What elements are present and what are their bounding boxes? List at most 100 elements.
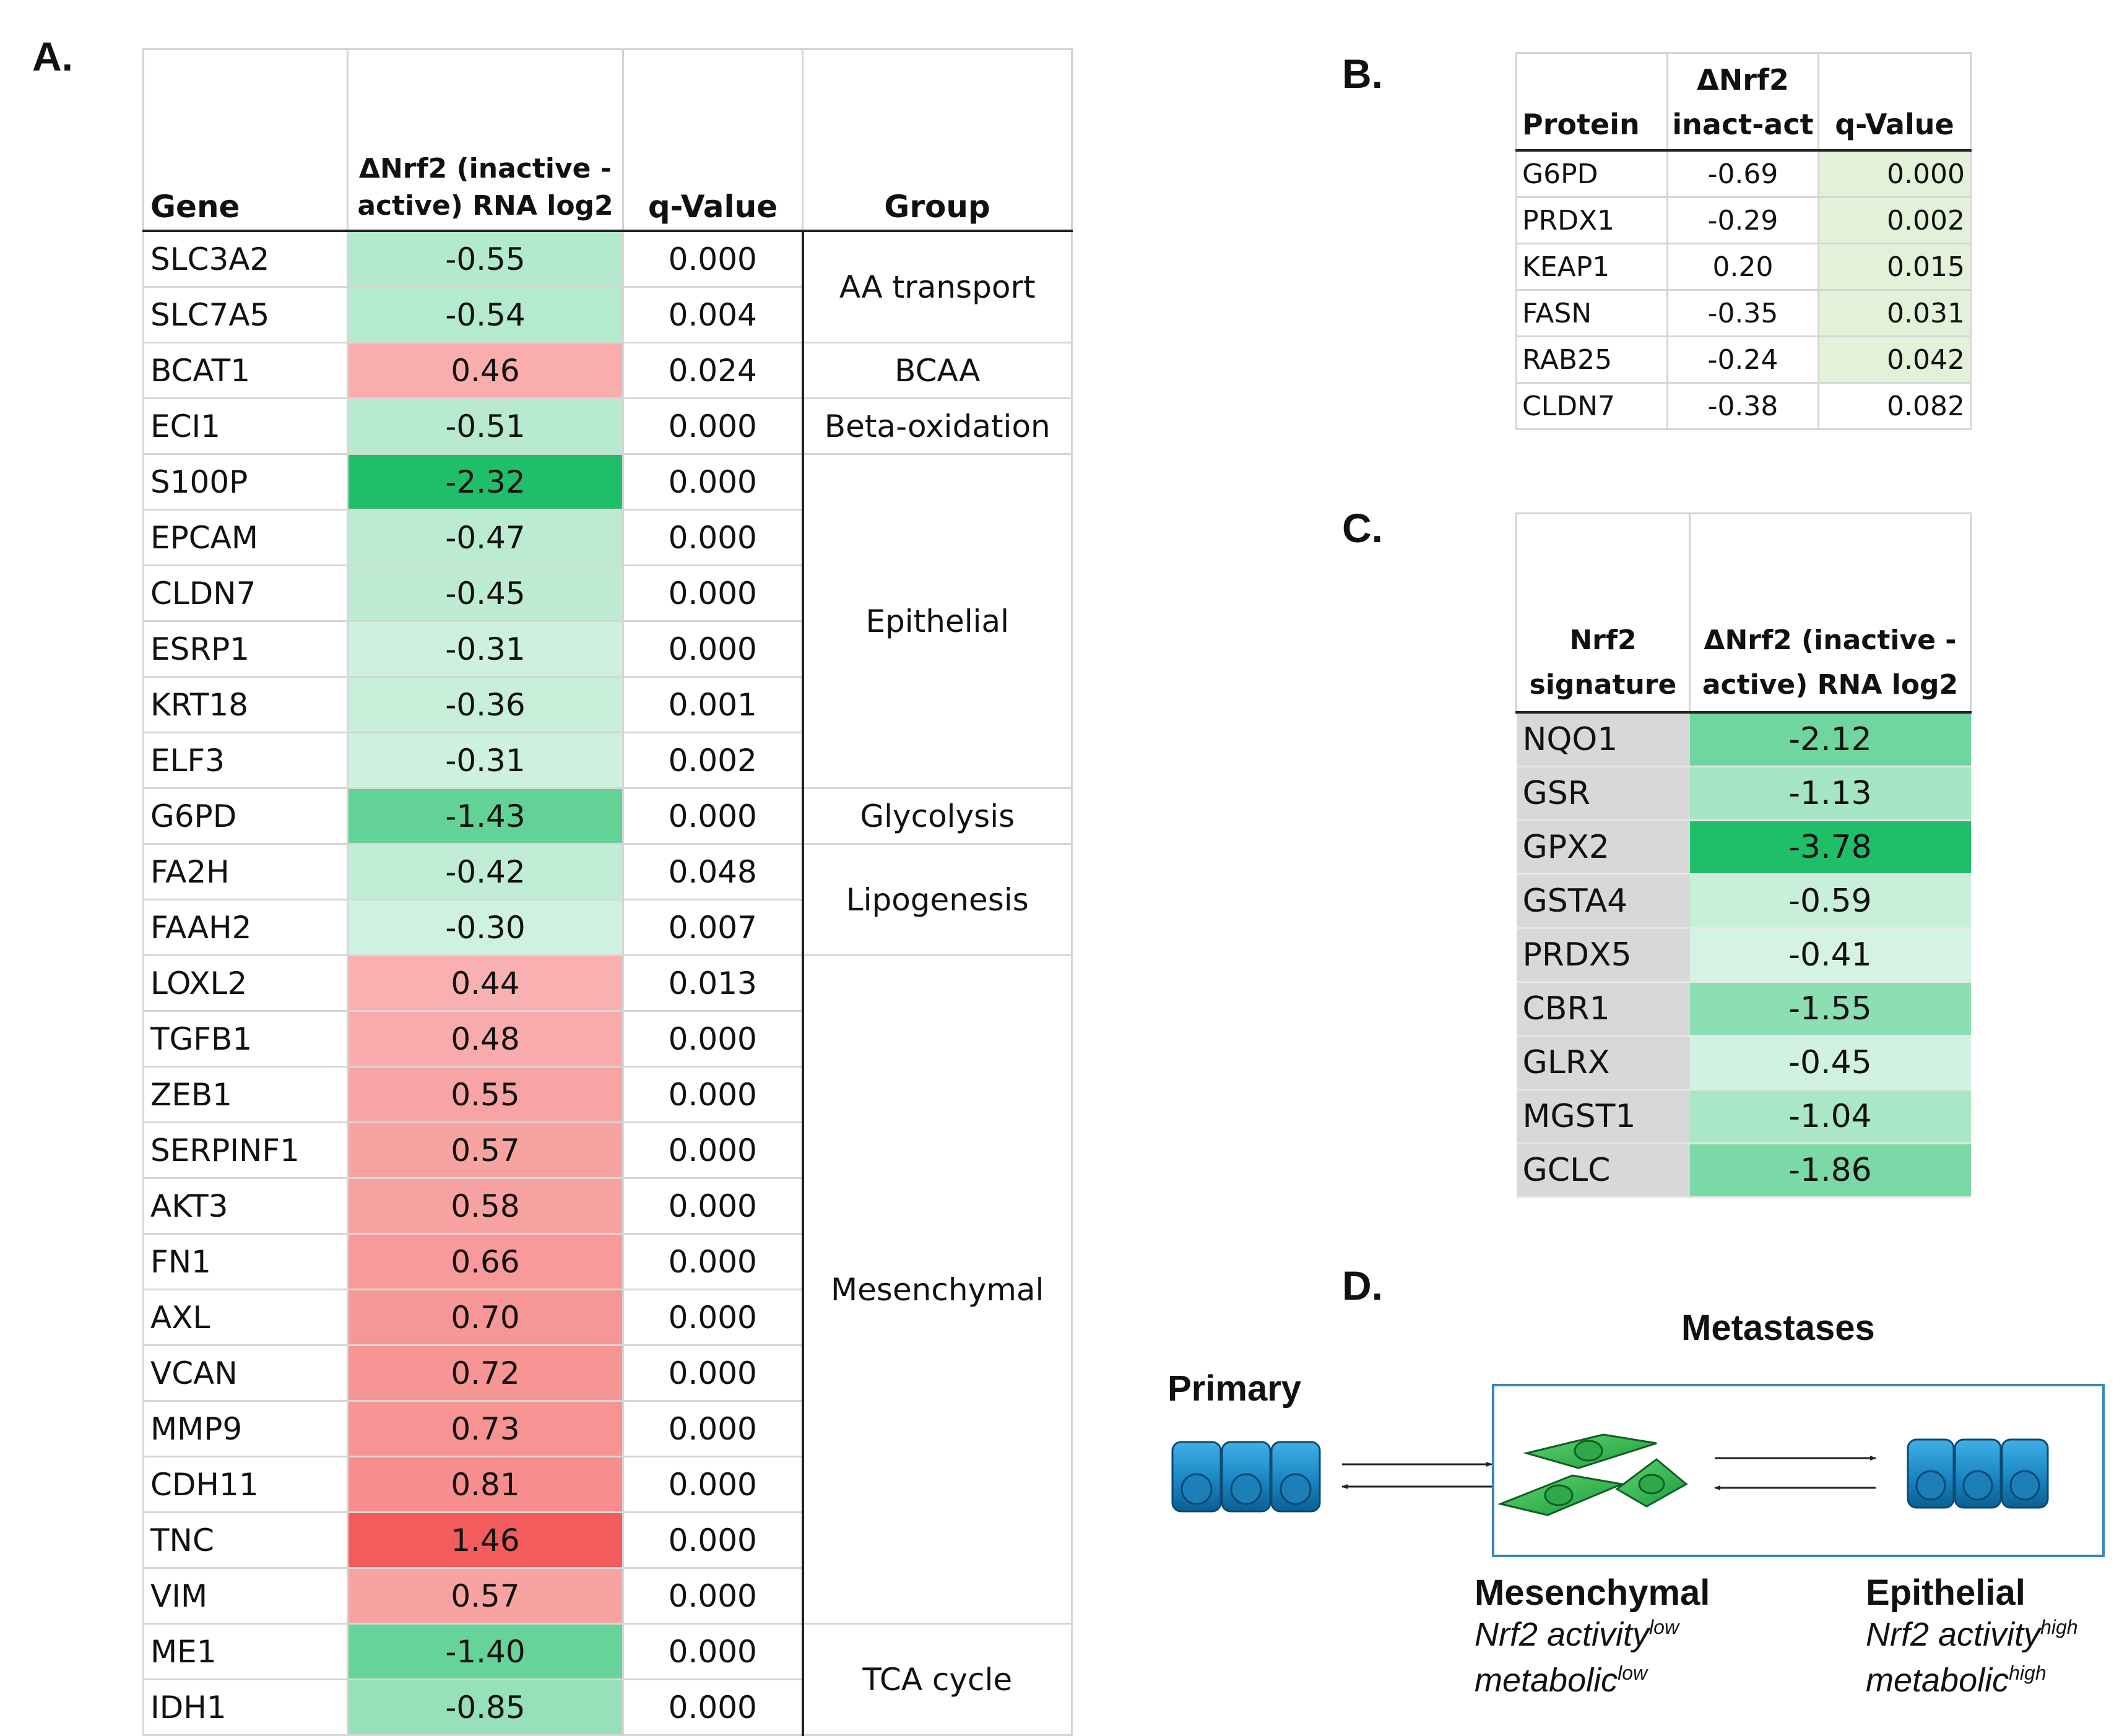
gene-cell: ELF3 <box>142 732 349 789</box>
qvalue-cell: 0.000 <box>622 1678 804 1736</box>
protein-cell: PRDX1 <box>1515 196 1668 244</box>
group-cell: Glycolysis <box>801 787 1073 845</box>
qvalue-cell: 0.000 <box>622 230 804 288</box>
delta-rna-cell: -0.47 <box>347 509 624 566</box>
delta-rna-cell: 0.58 <box>347 1177 624 1235</box>
header-nrf2-signature-line2: signature <box>1529 669 1677 701</box>
qvalue-cell: 0.000 <box>622 564 804 622</box>
table-row: CLDN7 -0.38 0.082 <box>1515 382 1972 430</box>
header-delta-protein-line2: inact-act <box>1672 108 1814 141</box>
header-qvalue-protein: q-Value <box>1817 52 1972 152</box>
protein-cell: G6PD <box>1515 149 1668 198</box>
delta-rna-cell: -0.45 <box>347 564 624 622</box>
gene-cell: IDH1 <box>142 1678 349 1736</box>
table-row: VCAN 0.72 0.000 <box>142 1344 1072 1402</box>
delta-rna-cell: 0.57 <box>347 1121 624 1179</box>
mesenchymal-nrf2-text: Nrf2 activity <box>1475 1616 1650 1653</box>
protein-cell: FASN <box>1515 289 1668 337</box>
epithelial-cell-icon <box>1907 1438 1955 1509</box>
epithelial-cell-icon <box>1954 1438 2002 1509</box>
gene-cell: ECI1 <box>142 397 349 455</box>
gene-cell: LOXL2 <box>142 954 349 1012</box>
gene-cell: SERPINF1 <box>142 1121 349 1179</box>
table-a-header-row: Gene ΔNrf2 (inactive - active) RNA log2 … <box>142 48 1073 232</box>
delta-signature-cell: -1.55 <box>1689 982 1971 1037</box>
qvalue-cell: 0.000 <box>622 620 804 678</box>
gene-cell: FAAH2 <box>142 899 349 956</box>
qvalue-cell: 0.000 <box>622 1066 804 1123</box>
epithelial-title: Epithelial <box>1866 1573 2025 1613</box>
table-row: SERPINF1 0.57 0.000 <box>142 1121 1072 1179</box>
group-cell: TCA cycle <box>801 1623 1073 1736</box>
delta-rna-cell: 0.72 <box>347 1344 624 1402</box>
mesenchymal-nrf2-sup: low <box>1649 1616 1679 1638</box>
gene-cell: CDH11 <box>142 1456 349 1513</box>
qvalue-cell: 0.000 <box>622 1456 804 1513</box>
group-cell: Beta-oxidation <box>801 397 1073 455</box>
qvalue-cell: 0.007 <box>622 899 804 956</box>
qvalue-cell: 0.000 <box>622 1289 804 1346</box>
gene-cell: S100P <box>142 453 349 511</box>
signature-gene-cell: GPX2 <box>1516 820 1690 875</box>
table-row: CBR1 -1.55 <box>1516 982 1971 1037</box>
table-row: NQO1 -2.12 <box>1516 712 1971 767</box>
table-row: MMP9 0.73 0.000 <box>142 1400 1072 1457</box>
mesenchymal-nrf2-activity: Nrf2 activitylow <box>1475 1615 1679 1654</box>
delta-rna-cell: 0.73 <box>347 1400 624 1457</box>
protein-cell: RAB25 <box>1515 335 1668 384</box>
gene-cell: FN1 <box>142 1233 349 1290</box>
delta-rna-cell: -1.43 <box>347 787 624 845</box>
delta-protein-cell: -0.38 <box>1666 382 1819 430</box>
qvalue-cell: 0.024 <box>622 342 804 399</box>
qvalue-cell: 0.002 <box>1817 196 1972 244</box>
epithelial-metabolic-text: metabolic <box>1866 1662 2009 1699</box>
table-row: PRDX1 -0.29 0.002 <box>1515 196 1972 244</box>
table-row: GSR -1.13 <box>1516 766 1971 821</box>
delta-rna-cell: 0.48 <box>347 1010 624 1068</box>
table-row: G6PD -1.43 0.000 Glycolysis <box>142 787 1073 845</box>
table-row: MGST1 -1.04 <box>1516 1089 1971 1144</box>
signature-gene-cell: GLRX <box>1516 1035 1690 1090</box>
qvalue-cell: 0.000 <box>622 1511 804 1569</box>
protein-cell: CLDN7 <box>1515 382 1668 430</box>
table-row: FASN -0.35 0.031 <box>1515 289 1972 337</box>
qvalue-cell: 0.000 <box>622 1121 804 1179</box>
delta-protein-cell: -0.69 <box>1666 149 1819 198</box>
qvalue-cell: 0.001 <box>622 676 804 733</box>
header-delta-rna-line1: ΔNrf2 (inactive - <box>358 153 612 184</box>
delta-signature-cell: -1.04 <box>1689 1089 1971 1144</box>
qvalue-cell: 0.000 <box>622 1010 804 1068</box>
protein-table: Protein ΔNrf2 inact-act q-Value G6PD -0.6… <box>1515 52 1972 430</box>
delta-rna-cell: 0.44 <box>347 954 624 1012</box>
table-row: TGFB1 0.48 0.000 <box>142 1010 1072 1068</box>
delta-rna-cell: -0.36 <box>347 676 624 733</box>
table-row: AXL 0.70 0.000 <box>142 1289 1072 1346</box>
delta-rna-cell: -0.31 <box>347 620 624 678</box>
metastasis-epithelial-cells <box>1907 1438 2049 1509</box>
primary-epithelial-cells <box>1171 1441 1321 1513</box>
table-row: FA2H -0.42 0.048 Lipogenesis <box>142 843 1073 956</box>
qvalue-cell: 0.000 <box>622 1400 804 1457</box>
epithelial-cell-icon <box>1221 1441 1271 1513</box>
epithelial-cell-icon <box>1270 1441 1321 1513</box>
qvalue-cell: 0.082 <box>1817 382 1972 430</box>
delta-protein-cell: -0.24 <box>1666 335 1819 384</box>
table-row: ME1 -1.40 0.000 TCA cycle <box>142 1623 1073 1736</box>
primary-label: Primary <box>1167 1368 1302 1409</box>
table-row: GSTA4 -0.59 <box>1516 874 1971 929</box>
header-delta-protein: ΔNrf2 inact-act <box>1666 52 1819 152</box>
qvalue-cell: 0.000 <box>622 453 804 511</box>
delta-protein-cell: -0.35 <box>1666 289 1819 337</box>
table-row: GCLC -1.86 <box>1516 1143 1971 1198</box>
table-row: LOXL2 0.44 0.013 Mesenchymal <box>142 954 1073 1625</box>
gene-cell: BCAT1 <box>142 342 349 399</box>
gene-cell: ESRP1 <box>142 620 349 678</box>
qvalue-cell: 0.015 <box>1817 243 1972 291</box>
header-qvalue: q-Value <box>622 48 804 232</box>
gene-cell: MMP9 <box>142 1400 349 1457</box>
epithelial-cell-icon <box>2001 1438 2049 1509</box>
delta-rna-cell: 0.66 <box>347 1233 624 1290</box>
signature-gene-cell: PRDX5 <box>1516 928 1690 983</box>
delta-rna-cell: -0.42 <box>347 843 624 900</box>
gene-cell: TNC <box>142 1511 349 1569</box>
